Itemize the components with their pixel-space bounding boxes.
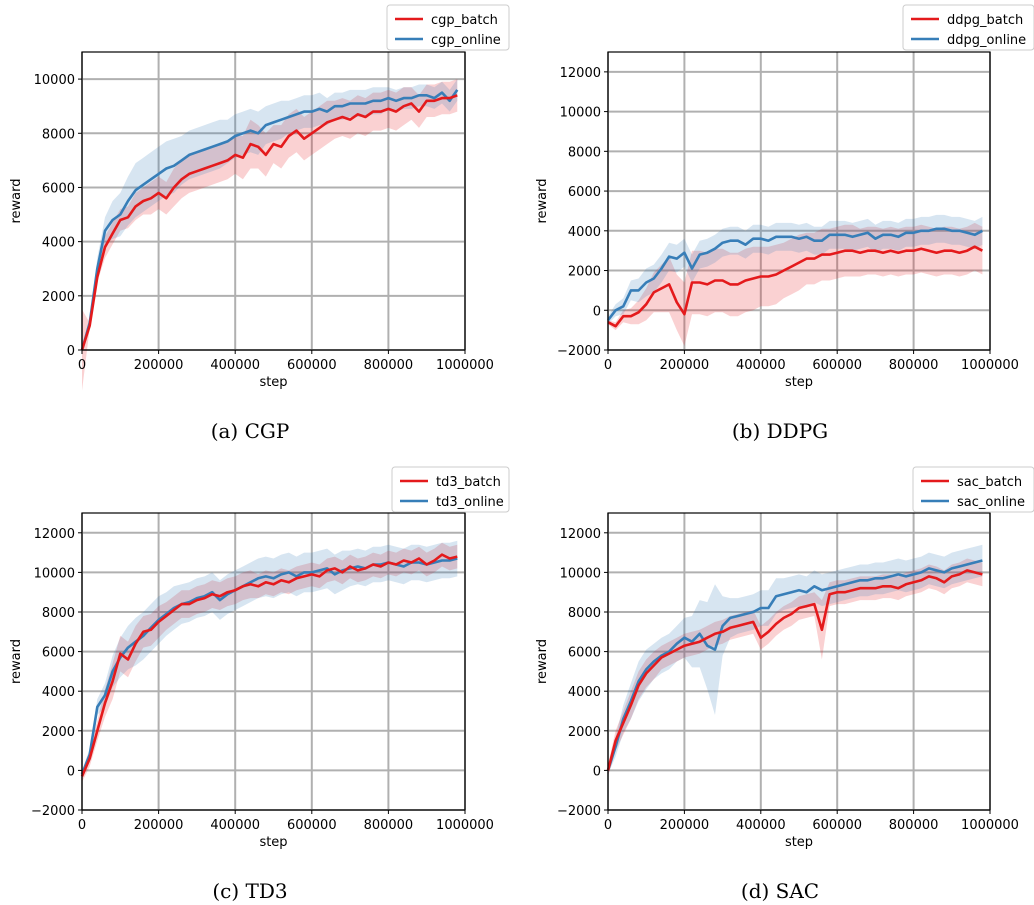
x-tick-label: 600000 bbox=[812, 358, 862, 373]
y-tick-label: 0 bbox=[67, 344, 75, 359]
y-tick-label: 6000 bbox=[568, 185, 601, 200]
y-tick-label: 12000 bbox=[560, 66, 601, 81]
y-tick-label: 8000 bbox=[42, 606, 75, 621]
series-band-td3_batch bbox=[82, 542, 458, 783]
x-tick-label: 200000 bbox=[660, 358, 710, 373]
x-tick-label: 200000 bbox=[134, 818, 184, 833]
y-tick-label: 2000 bbox=[42, 290, 75, 305]
y-axis-label: reward bbox=[9, 178, 24, 223]
y-tick-label: 4000 bbox=[42, 685, 75, 700]
subplot-cgp: 0 200000 400000 600000 800000 1000000 0 2000 400… bbox=[9, 4, 510, 443]
legend-label-sac_batch: sac_batch bbox=[957, 475, 1022, 490]
series-line-cgp_batch bbox=[80, 94, 458, 351]
y-tick-label: 0 bbox=[593, 304, 601, 319]
x-axis-label: step bbox=[259, 835, 287, 850]
x-tick-label: 400000 bbox=[736, 818, 786, 833]
x-tick-label: 1000000 bbox=[961, 818, 1019, 833]
y-tick-label: 10000 bbox=[34, 566, 75, 581]
legend-label-td3_online: td3_online bbox=[436, 495, 504, 510]
subplot-sac: 0 200000 400000 600000 800000 1000000−2000020… bbox=[535, 466, 1034, 903]
y-axis-label: reward bbox=[535, 639, 550, 684]
y-tick-label: 10000 bbox=[560, 106, 601, 121]
y-tick-label: 12000 bbox=[34, 527, 75, 542]
y-tick-label: 10000 bbox=[560, 566, 601, 581]
legend: ddpg_batch ddpg_online bbox=[902, 4, 1034, 51]
y-tick-label: 4000 bbox=[568, 225, 601, 240]
y-tick-label: 4000 bbox=[42, 236, 75, 251]
series-line-cgp_online bbox=[80, 89, 459, 351]
legend: sac_batch sac_online bbox=[912, 466, 1034, 513]
y-tick-label: 8000 bbox=[42, 127, 75, 142]
x-tick-label: 800000 bbox=[889, 358, 939, 373]
series-line-sac_online bbox=[606, 559, 983, 771]
legend-label-ddpg_batch: ddpg_batch bbox=[947, 13, 1023, 28]
y-tick-label: 0 bbox=[593, 764, 601, 779]
x-axis-label: step bbox=[785, 375, 813, 390]
axes-frame bbox=[607, 512, 991, 811]
x-tick-label: 1000000 bbox=[961, 358, 1019, 373]
y-tick-label: 2000 bbox=[568, 265, 601, 280]
subplot-td3: 0 200000 400000 600000 800000 1000000−2000020… bbox=[9, 466, 510, 903]
series-band-ddpg_online bbox=[608, 214, 983, 325]
series-band-sac_online bbox=[608, 544, 983, 775]
x-tick-label: 600000 bbox=[287, 818, 337, 833]
subplot-ddpg: 0 200000 400000 600000 800000 1000000−2000020… bbox=[535, 4, 1034, 443]
y-tick-label: 8000 bbox=[568, 145, 601, 160]
x-tick-label: 800000 bbox=[364, 818, 414, 833]
y-tick-label: 8000 bbox=[568, 606, 601, 621]
legend-label-td3_batch: td3_batch bbox=[436, 475, 501, 490]
x-axis-label: step bbox=[259, 375, 287, 390]
legend-label-cgp_online: cgp_online bbox=[431, 33, 501, 48]
y-tick-label: 10000 bbox=[34, 73, 75, 88]
x-tick-label: 0 bbox=[78, 358, 86, 373]
y-tick-label: −2000 bbox=[557, 344, 601, 359]
axes-frame bbox=[607, 51, 991, 351]
x-tick-label: 1000000 bbox=[436, 818, 494, 833]
y-tick-label: 6000 bbox=[42, 181, 75, 196]
x-tick-label: 400000 bbox=[210, 818, 260, 833]
subplot-caption: (a) CGP bbox=[211, 419, 290, 443]
y-tick-label: −2000 bbox=[31, 804, 75, 819]
x-axis-label: step bbox=[785, 835, 813, 850]
series-line-ddpg_batch bbox=[607, 245, 983, 328]
x-tick-label: 400000 bbox=[736, 358, 786, 373]
y-tick-label: 12000 bbox=[560, 527, 601, 542]
axes-frame bbox=[81, 51, 466, 351]
subplot-caption: (b) DDPG bbox=[732, 419, 828, 443]
x-tick-label: 0 bbox=[78, 818, 86, 833]
x-tick-label: 800000 bbox=[889, 818, 939, 833]
axes-frame bbox=[81, 512, 466, 811]
y-axis-label: reward bbox=[535, 178, 550, 223]
series-band-cgp_online bbox=[82, 79, 458, 353]
y-tick-label: 6000 bbox=[568, 646, 601, 661]
subplot-caption: (c) TD3 bbox=[212, 879, 287, 903]
x-tick-label: 400000 bbox=[210, 358, 260, 373]
series-line-td3_batch bbox=[80, 553, 458, 777]
x-tick-label: 1000000 bbox=[436, 358, 494, 373]
y-axis-label: reward bbox=[9, 639, 24, 684]
y-tick-label: 4000 bbox=[568, 685, 601, 700]
subplot-caption: (d) SAC bbox=[741, 879, 819, 903]
legend: td3_batch td3_online bbox=[391, 466, 510, 513]
series-band-td3_online bbox=[82, 540, 458, 779]
y-tick-label: 2000 bbox=[568, 725, 601, 740]
y-tick-label: 0 bbox=[67, 764, 75, 779]
y-tick-label: 2000 bbox=[42, 725, 75, 740]
x-tick-label: 600000 bbox=[812, 818, 862, 833]
legend: cgp_batch cgp_online bbox=[386, 4, 510, 51]
series-line-ddpg_online bbox=[606, 227, 983, 321]
x-tick-label: 200000 bbox=[134, 358, 184, 373]
legend-label-cgp_batch: cgp_batch bbox=[431, 13, 498, 28]
y-tick-label: 6000 bbox=[42, 646, 75, 661]
series-line-sac_batch bbox=[606, 569, 983, 771]
x-tick-label: 0 bbox=[604, 818, 612, 833]
x-tick-label: 600000 bbox=[287, 358, 337, 373]
x-tick-label: 800000 bbox=[364, 358, 414, 373]
x-tick-label: 0 bbox=[604, 358, 612, 373]
legend-label-ddpg_online: ddpg_online bbox=[947, 33, 1026, 48]
x-tick-label: 200000 bbox=[660, 818, 710, 833]
y-tick-label: −2000 bbox=[557, 804, 601, 819]
legend-label-sac_online: sac_online bbox=[957, 495, 1025, 510]
